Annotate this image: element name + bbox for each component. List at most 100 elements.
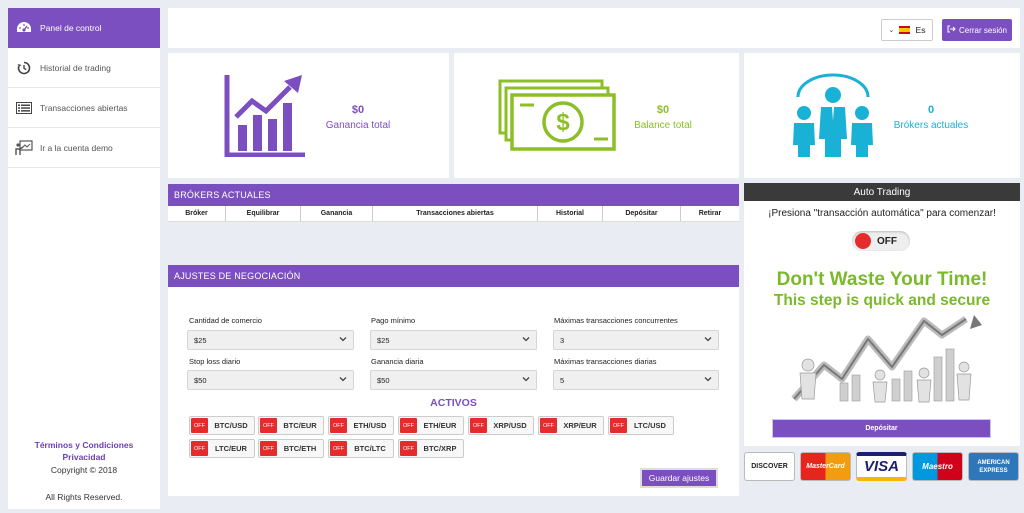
column-header[interactable]: Ganancia [301,206,373,221]
off-badge: OFF [470,418,487,433]
sidebar-item-historial[interactable]: Historial de trading [8,48,160,88]
visa-logo: VISA [856,452,907,481]
off-badge: OFF [260,418,277,433]
sidebar-item-transacciones[interactable]: Transacciones abiertas [8,88,160,128]
off-badge: OFF [610,418,627,433]
asset-toggle[interactable]: OFF BTC/XRP [398,439,464,458]
payment-name: VISA [863,458,899,475]
brokers-label: Brókers actuales [893,120,969,131]
column-header[interactable]: Equilibrar [226,206,301,221]
sidebar-item-label: Panel de control [40,23,102,33]
asset-name: LTC/EUR [215,444,247,453]
asset-name: BTC/EUR [283,421,317,430]
brokers-table-header: Bróker Equilibrar Ganancia Transacciones… [168,206,739,222]
asset-name: ETH/EUR [423,421,457,430]
privacy-link[interactable]: Privacidad [62,452,106,462]
stop-loss-select[interactable]: $50 [187,370,354,390]
toggle-label: OFF [877,235,897,247]
save-settings-button[interactable]: Guardar ajustes [640,468,718,488]
auto-trading-toggle[interactable]: OFF [852,231,910,251]
select-value: 3 [560,335,565,345]
sign-out-icon [947,25,956,35]
asset-name: BTC/XRP [423,444,457,453]
language-label: Es [915,25,926,35]
asset-toggle[interactable]: OFF BTC/EUR [258,416,324,435]
column-header[interactable]: Depósitar [603,206,681,221]
asset-toggle[interactable]: OFF BTC/ETH [258,439,324,458]
chevron-down-icon [339,377,347,382]
deposit-button[interactable]: Depósitar [772,419,991,438]
off-badge: OFF [330,418,347,433]
column-header[interactable]: Retirar [698,210,722,217]
sidebar-item-demo[interactable]: Ir a la cuenta demo [8,128,160,168]
sidebar-item-panel-control[interactable]: Panel de control [8,8,160,48]
growth-people-illustration [791,315,982,403]
american-express-logo: AMERICAN EXPRESS [968,452,1019,481]
select-value: 5 [560,375,565,385]
daily-profit-select[interactable]: $50 [370,370,537,390]
mastercard-logo: MasterCard [800,452,851,481]
off-badge: OFF [330,441,347,456]
asset-name: BTC/USD [214,421,248,430]
promo-subheadline: This step is quick and secure [773,292,991,309]
asset-name: XRP/EUR [563,421,597,430]
asset-name: XRP/USD [493,421,527,430]
select-value: $50 [377,375,390,385]
column-header[interactable]: Bróker [168,206,226,221]
stat-card-brokers: 0 Brókers actuales [744,53,1020,178]
profit-value: $0 [351,104,365,116]
asset-toggle[interactable]: OFF ETH/USD [328,416,394,435]
max-daily-select[interactable]: 5 [553,370,719,390]
chevron-down-icon [704,377,712,382]
off-badge: OFF [260,441,277,456]
auto-trading-title: Auto Trading [744,183,1020,201]
max-concurrent-select[interactable]: 3 [553,330,719,350]
column-header[interactable]: Historial [538,206,603,221]
terms-link[interactable]: Términos y Condiciones [34,440,134,450]
profit-label: Ganancia total [325,120,391,131]
field-label: Máximas transacciones concurrentes [554,316,678,325]
dashboard-icon [8,21,40,35]
field-label: Stop loss diario [189,357,241,366]
off-badge: OFF [400,441,417,456]
field-label: Máximas transacciones diarias [554,357,657,366]
select-value: $50 [194,375,207,385]
logout-button[interactable]: Cerrar sesión [942,19,1012,41]
maestro-logo: Maestro [912,452,963,481]
stat-card-balance: $ $0 Balance total [454,53,739,178]
select-value: $25 [377,335,390,345]
spain-flag-icon [899,26,911,34]
asset-toggle[interactable]: OFF LTC/EUR [189,439,255,458]
logout-label: Cerrar sesión [958,25,1007,35]
field-label: Pago mínimo [371,316,416,325]
chevron-down-icon [704,337,712,342]
history-icon [8,61,40,75]
asset-toggle[interactable]: OFF LTC/USD [608,416,674,435]
chevron-down-icon [522,377,530,382]
off-badge: OFF [540,418,557,433]
field-label: Cantidad de comercio [189,316,262,325]
off-badge: OFF [191,418,208,433]
chevron-down-icon [522,337,530,342]
off-badge: OFF [191,441,208,456]
balance-label: Balance total [634,120,692,131]
language-select[interactable]: ⌄ Es [881,19,933,41]
column-header[interactable]: Transacciones abiertas [373,206,538,221]
min-payout-select[interactable]: $25 [370,330,537,350]
asset-name: BTC/LTC [354,444,386,453]
asset-toggle[interactable]: OFF BTC/LTC [328,439,394,458]
asset-name: ETH/USD [353,421,387,430]
asset-toggle[interactable]: OFF ETH/EUR [398,416,464,435]
sidebar-item-label: Transacciones abiertas [40,102,128,113]
off-badge: OFF [400,418,417,433]
asset-toggle[interactable]: OFF XRP/EUR [538,416,604,435]
asset-toggle[interactable]: OFF XRP/USD [468,416,534,435]
payment-name: MasterCard [806,463,845,470]
asset-toggle[interactable]: OFF BTC/USD [189,416,255,435]
sidebar-item-label: Historial de trading [40,62,111,73]
copyright-text: Copyright © 2018 [50,465,118,475]
settings-panel: Cantidad de comercio $25 Pago mínimo $25… [168,287,739,496]
brokers-value: 0 [927,104,935,116]
brokers-panel-title: BRÓKERS ACTUALES [168,184,739,206]
trade-amount-select[interactable]: $25 [187,330,354,350]
